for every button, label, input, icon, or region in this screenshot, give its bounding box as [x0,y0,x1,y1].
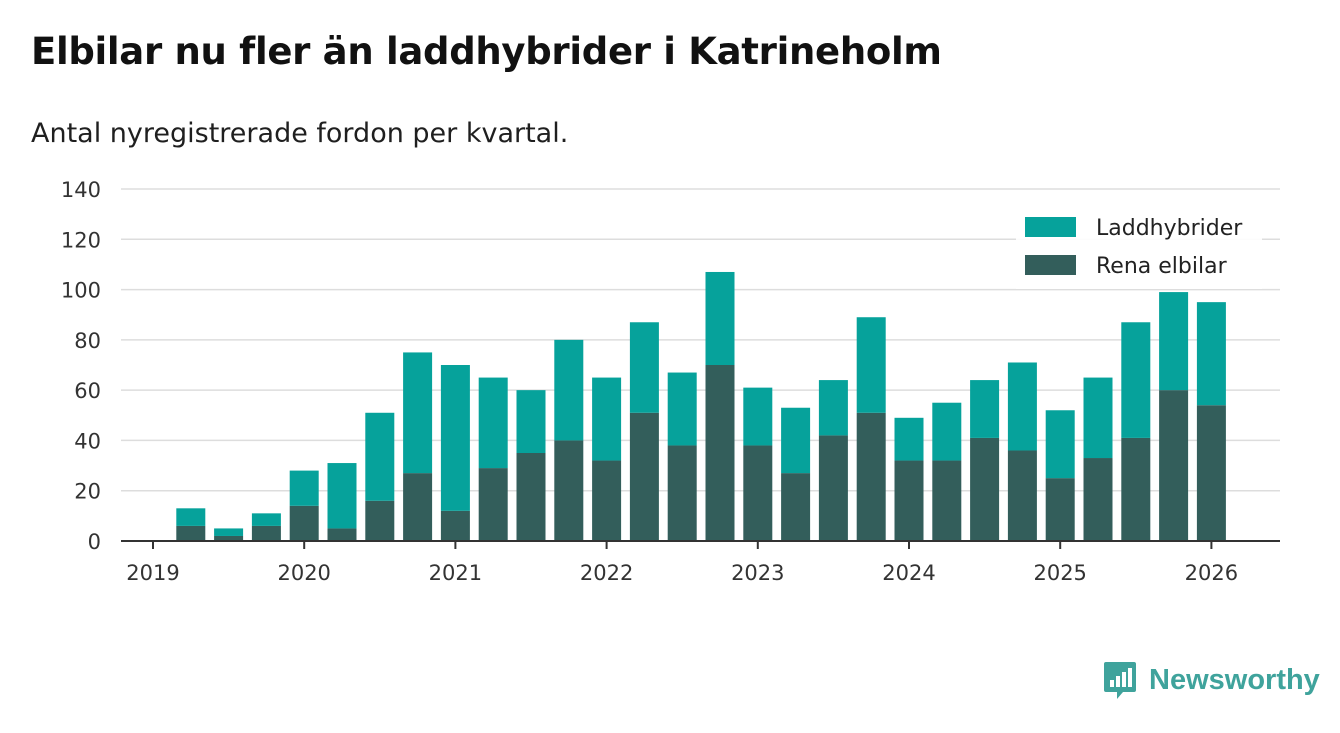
bar-rena-elbilar [365,500,395,541]
x-tick-label: 2023 [731,561,784,585]
x-tick-label: 2022 [580,561,633,585]
legend-label-elbilar: Rena elbilar [1096,254,1228,279]
bar-laddhybrider [667,372,697,446]
bar-rena-elbilar [176,525,206,541]
chart-subtitle: Antal nyregistrerade fordon per kvartal. [31,118,569,149]
bar-laddhybrider [705,271,735,365]
y-tick-label: 100 [61,279,101,303]
bar-laddhybrider [1083,377,1113,459]
y-axis-labels: 0 20 40 60 80 100 120 140 [61,178,101,554]
bar-rena-elbilar [856,412,886,541]
brand-logo: Newsworthy [1103,660,1320,700]
newsworthy-logo-icon [1104,662,1136,699]
bar-rena-elbilar [327,528,357,541]
bar-rena-elbilar [970,437,1000,541]
y-tick-label: 40 [74,429,101,453]
bar-rena-elbilar [251,525,281,541]
bar-laddhybrider [327,463,357,529]
y-tick-label: 0 [88,530,101,554]
bar-laddhybrider [251,513,281,526]
y-tick-label: 140 [61,178,101,202]
bar-laddhybrider [176,508,206,526]
bar-laddhybrider [1196,302,1226,406]
y-tick-label: 20 [74,480,101,504]
x-tick-label: 2024 [882,561,935,585]
bar-rena-elbilar [1196,405,1226,541]
bars [176,271,1226,541]
bar-laddhybrider [1121,322,1151,438]
y-tick-label: 120 [61,228,101,252]
bar-laddhybrider [554,339,584,441]
bar-rena-elbilar [516,453,546,541]
x-tick-label: 2019 [126,561,179,585]
x-tick-label: 2021 [429,561,482,585]
bar-rena-elbilar [403,473,433,541]
bar-rena-elbilar [932,460,962,541]
x-tick-label: 2025 [1033,561,1086,585]
bar-laddhybrider [365,412,395,501]
bar-rena-elbilar [289,505,319,541]
bar-rena-elbilar [554,440,584,541]
bar-rena-elbilar [818,435,848,541]
brand-name: Newsworthy [1149,663,1320,696]
bar-rena-elbilar [1083,458,1113,541]
bar-rena-elbilar [440,510,470,541]
bar-rena-elbilar [743,445,773,541]
bar-laddhybrider [856,317,886,413]
bar-rena-elbilar [1007,450,1037,541]
bar-laddhybrider [478,377,508,469]
bar-rena-elbilar [1045,478,1075,541]
bar-laddhybrider [629,322,659,413]
bar-laddhybrider [440,365,470,511]
bar-laddhybrider [743,387,773,446]
bar-laddhybrider [818,380,848,436]
y-tick-label: 80 [74,329,101,353]
bar-rena-elbilar [592,460,622,541]
bar-laddhybrider [516,390,546,453]
legend: Laddhybrider Rena elbilar [1016,207,1262,289]
bar-rena-elbilar [781,473,811,541]
bar-laddhybrider [1159,292,1189,391]
legend-label-laddhybrider: Laddhybrider [1096,216,1243,241]
bar-rena-elbilar [629,412,659,541]
bar-rena-elbilar [1159,390,1189,541]
bar-laddhybrider [1045,410,1075,479]
x-tick-label: 2020 [277,561,330,585]
bar-laddhybrider [781,407,811,474]
legend-swatch-laddhybrider [1025,217,1076,237]
legend-swatch-elbilar [1025,255,1076,275]
bar-rena-elbilar [667,445,697,541]
bar-laddhybrider [403,352,433,474]
bar-laddhybrider [894,417,924,461]
bar-laddhybrider [592,377,622,461]
bar-rena-elbilar [478,468,508,541]
y-tick-label: 60 [74,379,101,403]
bar-laddhybrider [932,402,962,461]
bar-laddhybrider [1007,362,1037,451]
x-tick-label: 2026 [1185,561,1238,585]
bar-laddhybrider [289,470,319,506]
chart-title: Elbilar nu fler än laddhybrider i Katrin… [31,30,942,73]
x-axis-labels: 2019 2020 2021 2022 2023 2024 2025 2026 [126,541,1238,585]
bar-laddhybrider [970,380,1000,438]
bar-rena-elbilar [705,365,735,541]
bar-laddhybrider [214,528,244,536]
bar-rena-elbilar [214,535,244,541]
bar-rena-elbilar [1121,437,1151,541]
bar-rena-elbilar [894,460,924,541]
